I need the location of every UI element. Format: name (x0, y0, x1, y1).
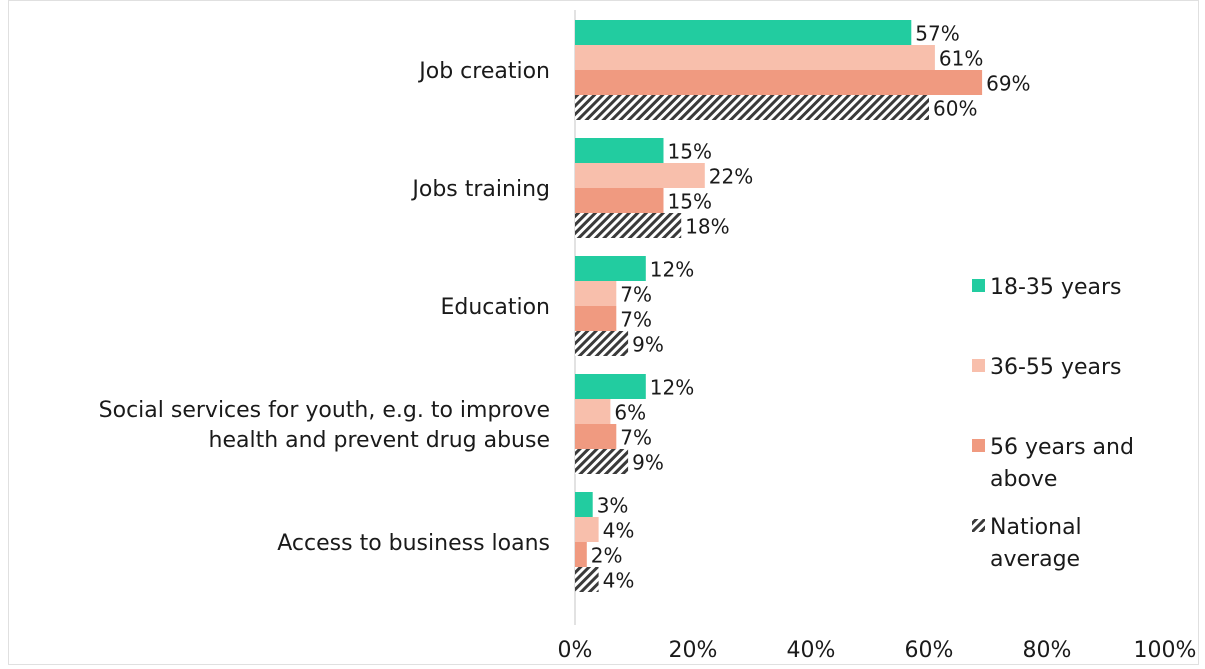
data-label: 7% (620, 426, 652, 450)
legend-label: 18-35 years (990, 275, 1121, 300)
data-label: 9% (632, 333, 664, 357)
bar (575, 492, 593, 517)
bar (575, 331, 629, 356)
data-label: 4% (603, 569, 635, 593)
data-label: 69% (986, 72, 1030, 96)
data-label: 12% (650, 376, 694, 400)
category-label-line: Job creation (417, 59, 550, 84)
data-label: 4% (603, 519, 635, 543)
bar (575, 306, 617, 331)
data-label: 15% (668, 140, 712, 164)
legend-label: average (990, 547, 1080, 572)
x-tick-label: 80% (1023, 638, 1072, 663)
bar (575, 163, 705, 188)
bar (575, 256, 646, 281)
legend-swatch (972, 279, 985, 292)
data-label: 22% (709, 165, 753, 189)
bar (575, 542, 587, 567)
data-label: 2% (591, 544, 623, 568)
bar (575, 20, 912, 45)
bar (575, 567, 599, 592)
category-label-line: health and prevent drug abuse (209, 428, 551, 453)
x-tick-label: 60% (905, 638, 954, 663)
bar (575, 449, 629, 474)
data-label: 15% (668, 190, 712, 214)
plot-area: 57%61%69%60%Job creation15%22%15%18%Jobs… (99, 10, 1197, 663)
legend-label: National (990, 515, 1082, 540)
data-label: 7% (620, 308, 652, 332)
data-label: 57% (915, 22, 959, 46)
x-tick-label: 100% (1134, 638, 1197, 663)
data-label: 9% (632, 451, 664, 475)
category-label: Jobs training (410, 177, 550, 202)
legend-swatch (972, 439, 985, 452)
category-label: Social services for youth, e.g. to impro… (99, 398, 550, 453)
data-label: 6% (614, 401, 646, 425)
data-label: 60% (933, 97, 977, 121)
category-label: Education (440, 295, 550, 320)
legend: 18-35 years 36-55 years 56 years and above N… (972, 275, 1134, 572)
bar (575, 188, 664, 213)
bar (575, 424, 617, 449)
data-label: 12% (650, 258, 694, 282)
data-label: 18% (685, 215, 729, 239)
bar (575, 138, 664, 163)
legend-label: above (990, 467, 1057, 492)
bar (575, 399, 611, 424)
bar (575, 374, 646, 399)
legend-swatch (972, 519, 985, 532)
category-label-line: Access to business loans (277, 531, 550, 556)
bar (575, 517, 599, 542)
data-label: 61% (939, 47, 983, 71)
category-label: Job creation (417, 59, 550, 84)
x-tick-label: 40% (787, 638, 836, 663)
bar (575, 281, 617, 306)
x-tick-label: 0% (558, 638, 593, 663)
legend-swatch (972, 359, 985, 372)
category-label: Access to business loans (277, 531, 550, 556)
category-label-line: Jobs training (410, 177, 550, 202)
category-label-line: Education (440, 295, 550, 320)
legend-label: 56 years and (990, 435, 1134, 460)
legend-label: 36-55 years (990, 355, 1121, 380)
bar (575, 95, 929, 120)
bar (575, 45, 935, 70)
bar (575, 70, 983, 95)
bar (575, 213, 682, 238)
data-label: 7% (620, 283, 652, 307)
category-label-line: Social services for youth, e.g. to impro… (99, 398, 550, 423)
x-tick-label: 20% (669, 638, 718, 663)
data-label: 3% (597, 494, 629, 518)
